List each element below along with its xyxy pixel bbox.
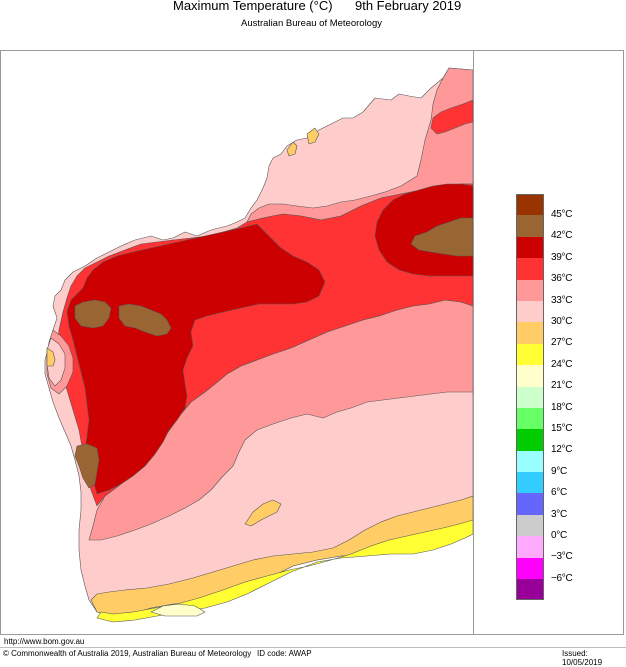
legend-label: 18°C	[551, 402, 573, 413]
copyright-text: © Commonwealth of Australia 2019, Austra…	[3, 649, 252, 658]
legend-label: 24°C	[551, 359, 573, 370]
footer-divider	[0, 647, 626, 648]
legend-swatch	[516, 579, 544, 601]
legend-swatch	[516, 386, 544, 408]
legend-label: 36°C	[551, 273, 573, 284]
legend-swatch	[516, 322, 544, 344]
legend-label: −3°C	[551, 551, 573, 562]
color-legend	[516, 194, 544, 601]
legend-label: 6°C	[551, 487, 567, 498]
legend-swatch	[516, 365, 544, 387]
legend-label: 0°C	[551, 530, 567, 541]
chart-frame	[0, 50, 624, 635]
legend-label: 33°C	[551, 295, 573, 306]
legend-swatch	[516, 343, 544, 366]
panel-divider	[473, 50, 474, 635]
legend-label: 3°C	[551, 509, 567, 520]
id-code: ID code: AWAP	[257, 649, 312, 658]
legend-swatch	[516, 536, 544, 558]
legend-label: 30°C	[551, 316, 573, 327]
legend-label: 21°C	[551, 380, 573, 391]
legend-label: −6°C	[551, 573, 573, 584]
legend-swatch	[516, 279, 544, 301]
temperature-map	[1, 51, 473, 634]
legend-label: 12°C	[551, 444, 573, 455]
chart-title: Maximum Temperature (°C) 9th February 20…	[0, 0, 626, 14]
legend-label: 45°C	[551, 209, 573, 220]
legend-swatch	[516, 493, 544, 515]
legend-swatch	[516, 300, 544, 323]
wa-map-svg	[44, 67, 473, 623]
legend-swatch	[516, 236, 544, 259]
legend-swatch	[516, 215, 544, 237]
title-date: 9th February 2019	[355, 0, 462, 13]
legend-swatch	[516, 194, 544, 216]
legend-swatch	[516, 514, 544, 537]
legend-swatch	[516, 258, 544, 280]
title-variable: Maximum Temperature (°C)	[173, 0, 333, 13]
legend-label: 27°C	[551, 337, 573, 348]
legend-swatch	[516, 557, 544, 580]
subtitle-agency: Australian Bureau of Meteorology	[241, 18, 382, 29]
legend-swatch	[516, 450, 544, 473]
issued-date: Issued: 10/05/2019	[562, 649, 603, 667]
legend-label: 9°C	[551, 466, 567, 477]
legend-label: 39°C	[551, 252, 573, 263]
legend-label: 15°C	[551, 423, 573, 434]
bom-url-link[interactable]: http://www.bom.gov.au	[4, 637, 85, 646]
legend-swatch	[516, 429, 544, 451]
legend-swatch	[516, 472, 544, 494]
legend-swatch	[516, 407, 544, 430]
legend-label: 42°C	[551, 230, 573, 241]
